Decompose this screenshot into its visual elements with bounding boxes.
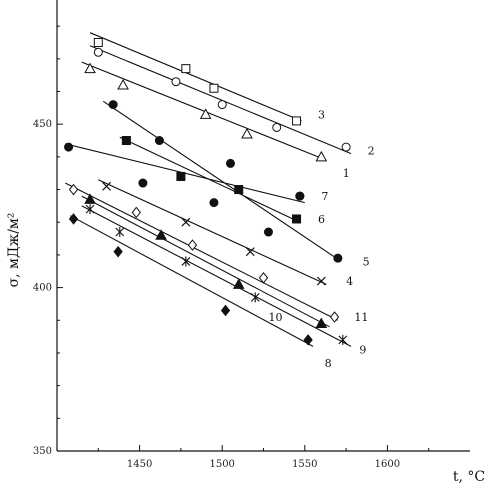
x-tick-label: 1550 xyxy=(292,459,317,470)
marker-triangle-open xyxy=(117,78,129,90)
fit-line-8 xyxy=(69,215,314,347)
fit-line-3 xyxy=(89,32,302,122)
marker-diamond-open xyxy=(68,183,79,196)
marker-circle-filled xyxy=(295,191,305,201)
fit-line-1 xyxy=(81,61,327,161)
marker-diamond-open xyxy=(258,271,269,284)
series-label-6: 6 xyxy=(318,213,325,226)
y-axis-label: σ, мДж/м² xyxy=(6,213,22,288)
marker-circle-filled xyxy=(263,227,273,237)
y-tick-label: 350 xyxy=(33,446,52,457)
marker-cross xyxy=(316,276,326,286)
marker-circle-filled xyxy=(209,198,219,208)
fit-line-2 xyxy=(89,45,352,155)
marker-diamond-filled xyxy=(303,334,313,346)
marker-circle-filled xyxy=(108,100,118,110)
marker-square-filled xyxy=(234,185,244,195)
marker-cross xyxy=(102,181,111,191)
marker-star xyxy=(181,256,191,267)
marker-square-filled xyxy=(292,214,302,224)
marker-star xyxy=(85,204,95,215)
series-label-11: 11 xyxy=(354,311,368,324)
marker-diamond-filled xyxy=(113,245,123,258)
x-tick-label: 1500 xyxy=(209,459,234,470)
fit-line-9 xyxy=(81,205,352,347)
x-tick-label: 1600 xyxy=(375,459,400,470)
marker-circle-filled xyxy=(64,142,74,152)
data-markers xyxy=(64,37,351,346)
marker-triangle-open xyxy=(241,127,253,139)
axes: 1450 1500 1550 1600 350 400 450 xyxy=(33,0,470,470)
marker-circle-filled xyxy=(333,253,343,263)
marker-triangle-open xyxy=(84,62,96,74)
marker-square-filled xyxy=(121,136,131,146)
series-label-4: 4 xyxy=(346,275,353,288)
marker-cross xyxy=(181,217,191,227)
marker-circle-open xyxy=(217,100,227,110)
marker-diamond-open xyxy=(131,206,141,219)
marker-square-open xyxy=(292,116,302,126)
marker-diamond-open xyxy=(187,239,198,251)
marker-circle-open xyxy=(93,47,103,57)
marker-square-open xyxy=(181,64,191,74)
marker-cross xyxy=(245,247,255,257)
marker-triangle-filled xyxy=(315,317,328,329)
fit-line-10 xyxy=(81,195,330,328)
series-label-5: 5 xyxy=(363,255,370,268)
fit-line-4 xyxy=(98,179,327,285)
series-label-2: 2 xyxy=(368,144,375,157)
x-axis-label: t, °C xyxy=(453,469,485,485)
marker-diamond-open xyxy=(329,311,340,323)
marker-circle-filled xyxy=(225,158,235,168)
marker-triangle-filled xyxy=(155,229,167,240)
marker-circle-open xyxy=(272,122,282,132)
marker-square-open xyxy=(209,83,219,93)
series-label-9: 9 xyxy=(359,344,366,357)
y-tick-label: 450 xyxy=(33,119,52,130)
marker-square-open xyxy=(93,37,103,47)
marker-triangle-filled xyxy=(84,193,96,204)
fit-line-5 xyxy=(102,100,342,262)
marker-circle-filled xyxy=(138,178,148,188)
series-label-10: 10 xyxy=(268,311,282,324)
fit-line-11 xyxy=(65,182,339,321)
series-label-1: 1 xyxy=(343,167,350,180)
x-tick-label: 1450 xyxy=(127,459,152,470)
marker-diamond-filled xyxy=(220,304,231,317)
marker-star xyxy=(250,292,260,303)
marker-circle-filled xyxy=(154,136,164,146)
marker-star xyxy=(115,227,125,238)
marker-triangle-open xyxy=(315,150,328,162)
y-tick-label: 400 xyxy=(33,283,52,294)
marker-star xyxy=(338,334,348,345)
marker-circle-open xyxy=(171,77,181,87)
fit-lines xyxy=(65,32,352,347)
series-label-8: 8 xyxy=(325,357,332,370)
marker-diamond-filled xyxy=(68,213,79,225)
series-label-7: 7 xyxy=(321,190,328,203)
marker-triangle-filled xyxy=(232,278,245,289)
series-label-3: 3 xyxy=(318,108,325,121)
marker-circle-open xyxy=(341,142,351,152)
marker-square-filled xyxy=(176,171,186,181)
marker-triangle-open xyxy=(199,108,212,119)
series-labels: 1 2 3 45 6 7 8 9 10 11 xyxy=(268,108,374,369)
